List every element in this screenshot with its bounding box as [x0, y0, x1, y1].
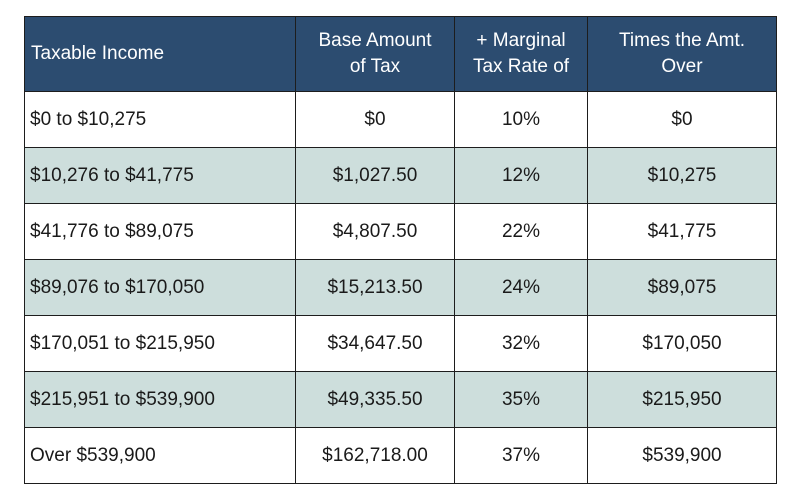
header-line: Times the Amt.	[619, 30, 745, 51]
table-row: Over $539,900 $162,718.00 37% $539,900	[24, 427, 777, 484]
header-taxable-income: Taxable Income	[24, 16, 296, 92]
header-base-amount: Base Amount of Tax	[295, 16, 455, 92]
header-line: Over	[661, 56, 703, 77]
cell-base-amount: $34,647.50	[295, 315, 455, 372]
cell-marginal-rate: 32%	[454, 315, 588, 372]
header-line: of Tax	[349, 56, 401, 77]
header-line: + Marginal	[476, 30, 566, 51]
header-line: Base Amount	[318, 30, 432, 51]
table-row: $215,951 to $539,900 $49,335.50 35% $215…	[24, 371, 777, 428]
cell-taxable-income: $215,951 to $539,900	[24, 371, 296, 428]
table-row: $10,276 to $41,775 $1,027.50 12% $10,275	[24, 147, 777, 204]
cell-taxable-income: $10,276 to $41,775	[24, 147, 296, 204]
tax-bracket-table: Taxable Income Base Amount of Tax + Marg…	[24, 16, 777, 484]
cell-base-amount: $0	[295, 91, 455, 148]
cell-marginal-rate: 24%	[454, 259, 588, 316]
table-row: $170,051 to $215,950 $34,647.50 32% $170…	[24, 315, 777, 372]
cell-taxable-income: $41,776 to $89,075	[24, 203, 296, 260]
cell-taxable-income: $170,051 to $215,950	[24, 315, 296, 372]
cell-marginal-rate: 22%	[454, 203, 588, 260]
cell-amount-over: $539,900	[587, 427, 777, 484]
cell-marginal-rate: 37%	[454, 427, 588, 484]
header-marginal-rate: + Marginal Tax Rate of	[454, 16, 588, 92]
table-row: $89,076 to $170,050 $15,213.50 24% $89,0…	[24, 259, 777, 316]
header-line: Taxable Income	[31, 43, 165, 64]
cell-amount-over: $89,075	[587, 259, 777, 316]
cell-marginal-rate: 12%	[454, 147, 588, 204]
cell-base-amount: $1,027.50	[295, 147, 455, 204]
cell-amount-over: $10,275	[587, 147, 777, 204]
cell-marginal-rate: 35%	[454, 371, 588, 428]
header-times-amount-over: Times the Amt. Over	[587, 16, 777, 92]
cell-base-amount: $162,718.00	[295, 427, 455, 484]
cell-base-amount: $49,335.50	[295, 371, 455, 428]
table-row: $0 to $10,275 $0 10% $0	[24, 91, 777, 148]
header-line: Tax Rate of	[472, 56, 570, 77]
cell-taxable-income: Over $539,900	[24, 427, 296, 484]
header-row: Taxable Income Base Amount of Tax + Marg…	[24, 16, 777, 92]
cell-taxable-income: $89,076 to $170,050	[24, 259, 296, 316]
table-row: $41,776 to $89,075 $4,807.50 22% $41,775	[24, 203, 777, 260]
cell-marginal-rate: 10%	[454, 91, 588, 148]
cell-amount-over: $215,950	[587, 371, 777, 428]
cell-amount-over: $170,050	[587, 315, 777, 372]
table-header: Taxable Income Base Amount of Tax + Marg…	[24, 16, 777, 92]
cell-base-amount: $4,807.50	[295, 203, 455, 260]
cell-amount-over: $0	[587, 91, 777, 148]
table-body: $0 to $10,275 $0 10% $0 $10,276 to $41,7…	[24, 91, 777, 484]
cell-amount-over: $41,775	[587, 203, 777, 260]
cell-base-amount: $15,213.50	[295, 259, 455, 316]
cell-taxable-income: $0 to $10,275	[24, 91, 296, 148]
